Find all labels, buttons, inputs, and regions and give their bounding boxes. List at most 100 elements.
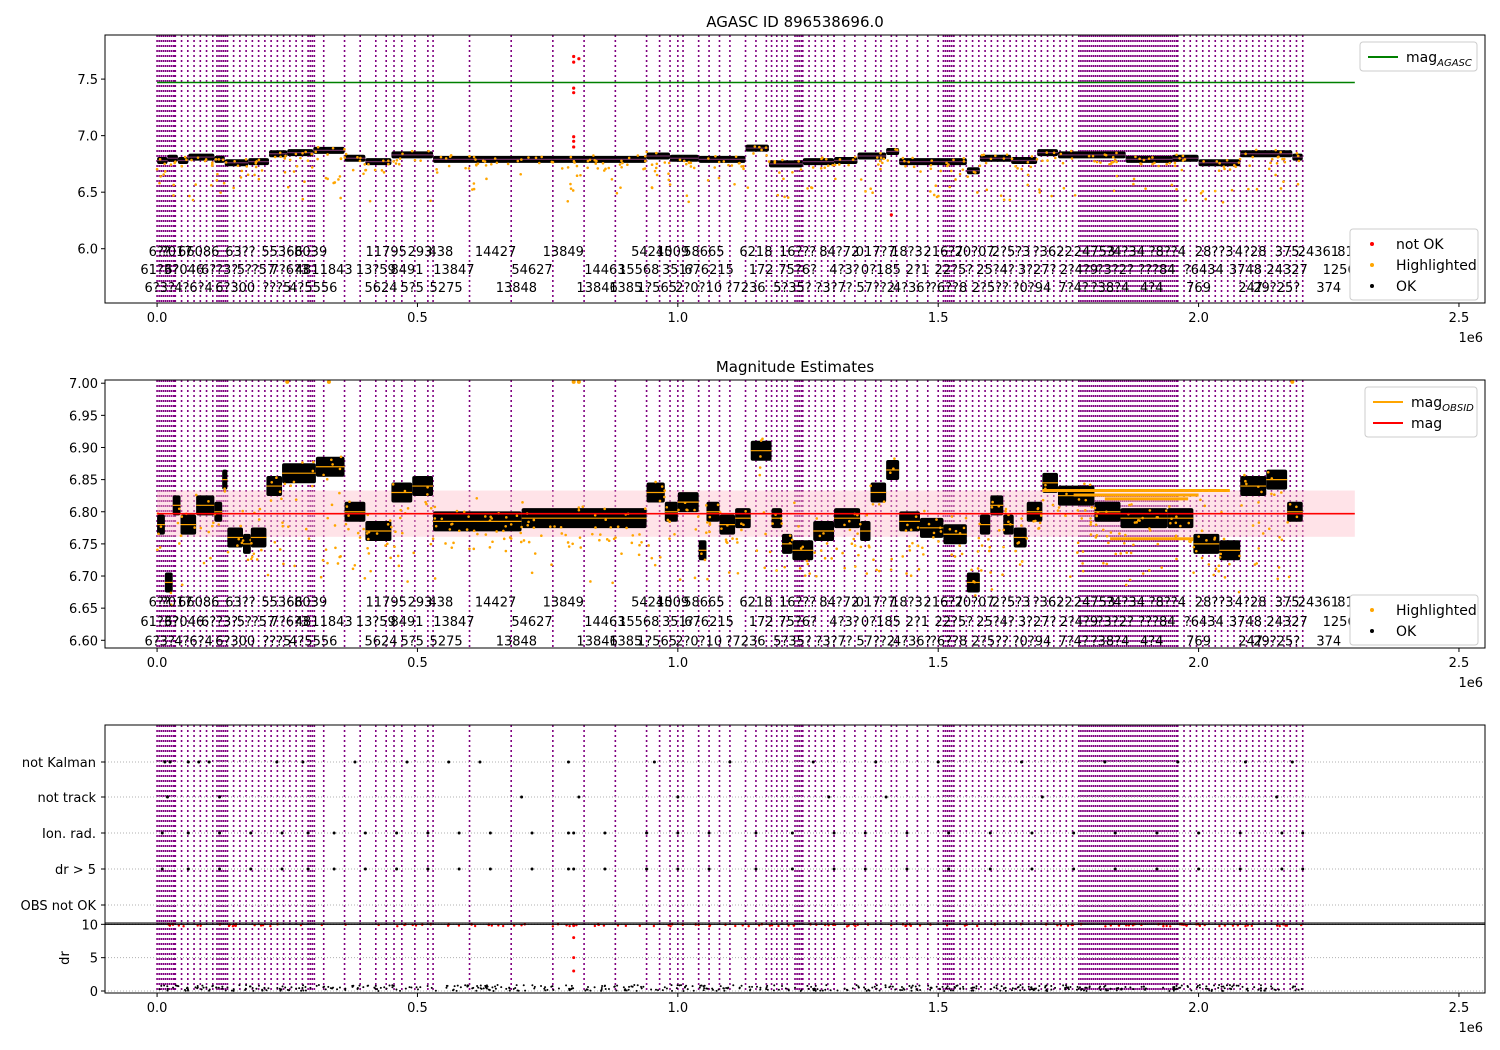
dr-not-ok-point [1165,924,1168,928]
highlighted-point [636,154,640,157]
highlighted-point [395,158,399,162]
highlighted-point [740,528,743,532]
obsid-label: ?38?4 [1091,281,1130,296]
dr-not-ok-point [787,924,790,927]
dr-not-ok-point [616,924,620,927]
highlighted-point [708,515,712,519]
obsid-label: 6?300 [215,634,255,649]
dr-not-ok-point [904,924,908,927]
dr-point [1204,987,1207,990]
highlighted-point [875,156,879,159]
highlighted-point [1220,510,1223,514]
highlighted-point [505,516,508,519]
highlighted-point [791,170,794,174]
highlighted-point [1038,191,1042,194]
highlighted-point [194,183,197,186]
dr-point [1064,986,1067,989]
dr-point [975,985,978,988]
dr-point [836,989,839,992]
axes-frame [104,922,1486,994]
highlighted-point [994,154,997,158]
highlighted-point [388,519,392,522]
highlighted-point [1094,536,1098,539]
highlighted-point [158,157,162,161]
obsid-label: ?8??4 [1149,245,1186,260]
dr-point [825,984,828,987]
obsid-label: 66086 [178,596,219,611]
dr-point [604,987,607,990]
dr-point [613,985,616,988]
highlighted-point [591,532,594,536]
obsid-label: 4?36? [893,634,932,649]
highlighted-point [180,583,184,587]
highlighted-point [603,507,606,511]
y-tick-label: 7.00 [69,377,98,392]
highlighted-point [330,458,333,462]
highlighted-point [1104,153,1108,157]
x-tick-label: 2.5 [1449,311,1470,326]
dr-point [194,986,197,989]
highlighted-point [484,533,488,536]
dr-point [1253,986,1256,989]
highlighted-point [284,154,287,158]
highlighted-point [1260,490,1263,494]
obsid-label: 4?6?4 [174,634,213,649]
highlighted-point [1168,161,1171,165]
highlighted-point [889,568,893,571]
highlighted-point [254,165,258,169]
flag-point [707,831,711,835]
highlighted-point [426,485,429,489]
highlighted-point [684,162,688,166]
highlighted-point [330,503,334,507]
flag-point [1280,831,1284,835]
dr-point [1115,987,1118,990]
dr-point [1109,987,1112,990]
highlighted-point [630,541,634,545]
highlighted-point [1151,156,1154,159]
dr-point [910,986,913,989]
highlighted-point [295,165,299,168]
highlighted-point [588,158,592,162]
highlighted-point [464,166,467,170]
flag-point [676,795,680,799]
highlighted-point [178,542,181,545]
highlighted-point [1297,159,1301,163]
dr-not-ok-point [1066,924,1070,927]
dr-point [910,989,913,992]
highlighted-point [1202,160,1205,163]
highlighted-point [1095,533,1099,537]
highlighted-point [962,526,966,530]
dr-point [585,988,588,991]
highlighted-point [283,482,287,486]
highlighted-point [433,517,437,520]
dr-point [479,987,482,990]
dr-point [766,988,769,991]
highlighted-point [1020,167,1023,171]
highlighted-point [386,542,389,546]
dr-point [1172,986,1175,989]
obsid-label: 13846 [576,634,617,649]
dr-point [290,986,293,989]
dr-not-ok-point [638,924,641,928]
highlighted-point [1270,477,1274,480]
flag-point [827,795,831,799]
flag-point [457,831,461,835]
dr-point [941,985,944,988]
dr-point [784,987,787,990]
highlighted-point [157,532,160,536]
highlighted-point [1076,541,1080,545]
dr-point [477,986,480,989]
highlighted-point [1105,510,1108,514]
obsid-label: 374 [1316,281,1341,296]
legend-box [1364,386,1478,438]
highlighted-point [1222,165,1226,168]
obsid-label: 58665 [683,596,724,611]
dr-point [1291,986,1294,989]
highlighted-point [912,165,916,169]
dr-point [1263,989,1266,992]
obsid-label: 293 [408,245,433,260]
highlighted-point [1290,379,1295,384]
obsid-label: 2?0?10 [675,281,722,296]
highlighted-point [1275,161,1279,165]
highlighted-point [961,168,965,171]
